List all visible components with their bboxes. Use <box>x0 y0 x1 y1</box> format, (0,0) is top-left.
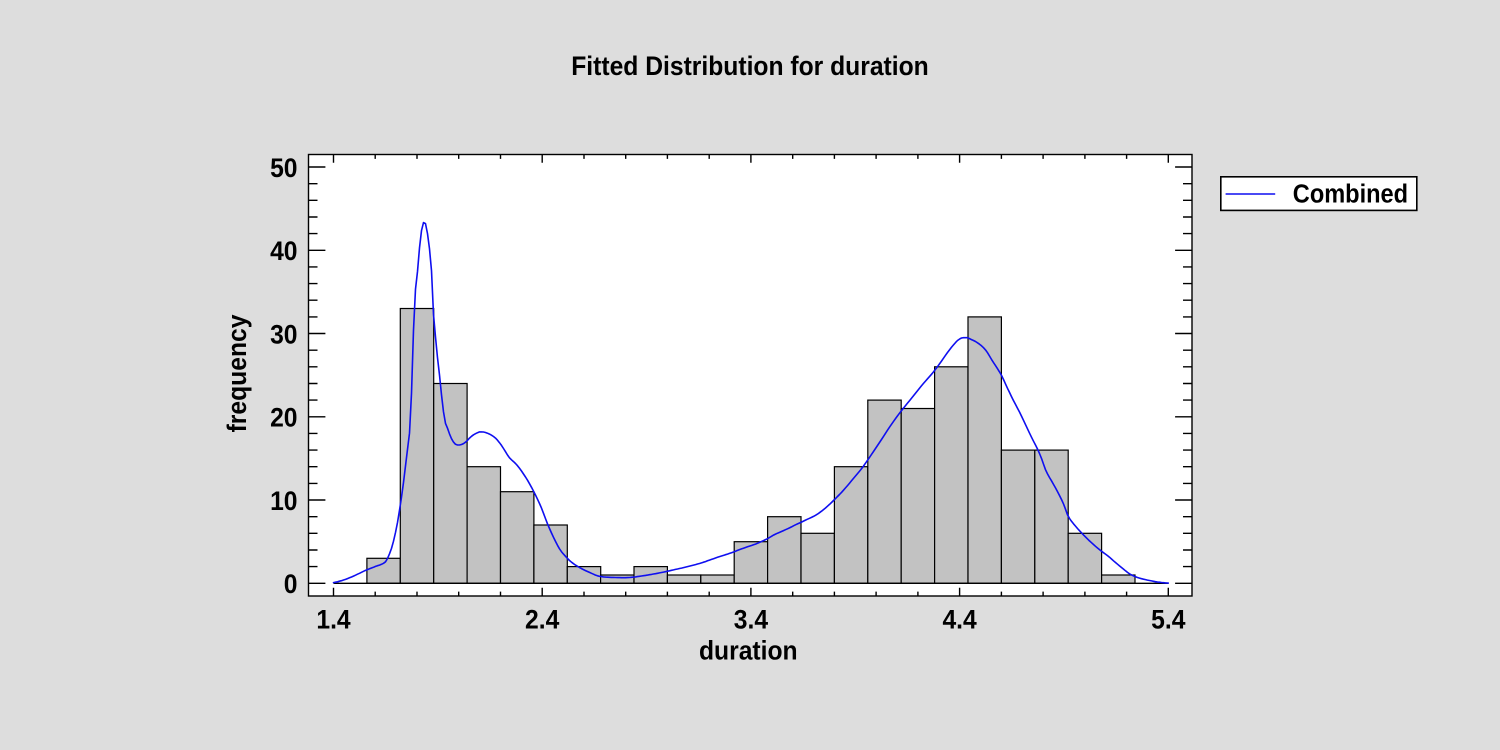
svg-text:1.4: 1.4 <box>316 604 351 635</box>
svg-text:2.4: 2.4 <box>525 604 560 635</box>
svg-text:frequency: frequency <box>221 314 252 432</box>
svg-text:0: 0 <box>284 568 298 599</box>
svg-text:10: 10 <box>270 485 297 516</box>
svg-text:40: 40 <box>270 235 297 266</box>
svg-text:Combined: Combined <box>1293 180 1408 208</box>
svg-text:30: 30 <box>270 318 297 349</box>
svg-text:4.4: 4.4 <box>942 604 977 635</box>
svg-text:duration: duration <box>699 634 798 665</box>
svg-text:50: 50 <box>270 152 297 183</box>
svg-text:Fitted Distribution for durati: Fitted Distribution for duration <box>571 50 929 81</box>
svg-text:20: 20 <box>270 401 297 432</box>
svg-text:3.4: 3.4 <box>734 604 769 635</box>
svg-text:5.4: 5.4 <box>1151 604 1186 635</box>
